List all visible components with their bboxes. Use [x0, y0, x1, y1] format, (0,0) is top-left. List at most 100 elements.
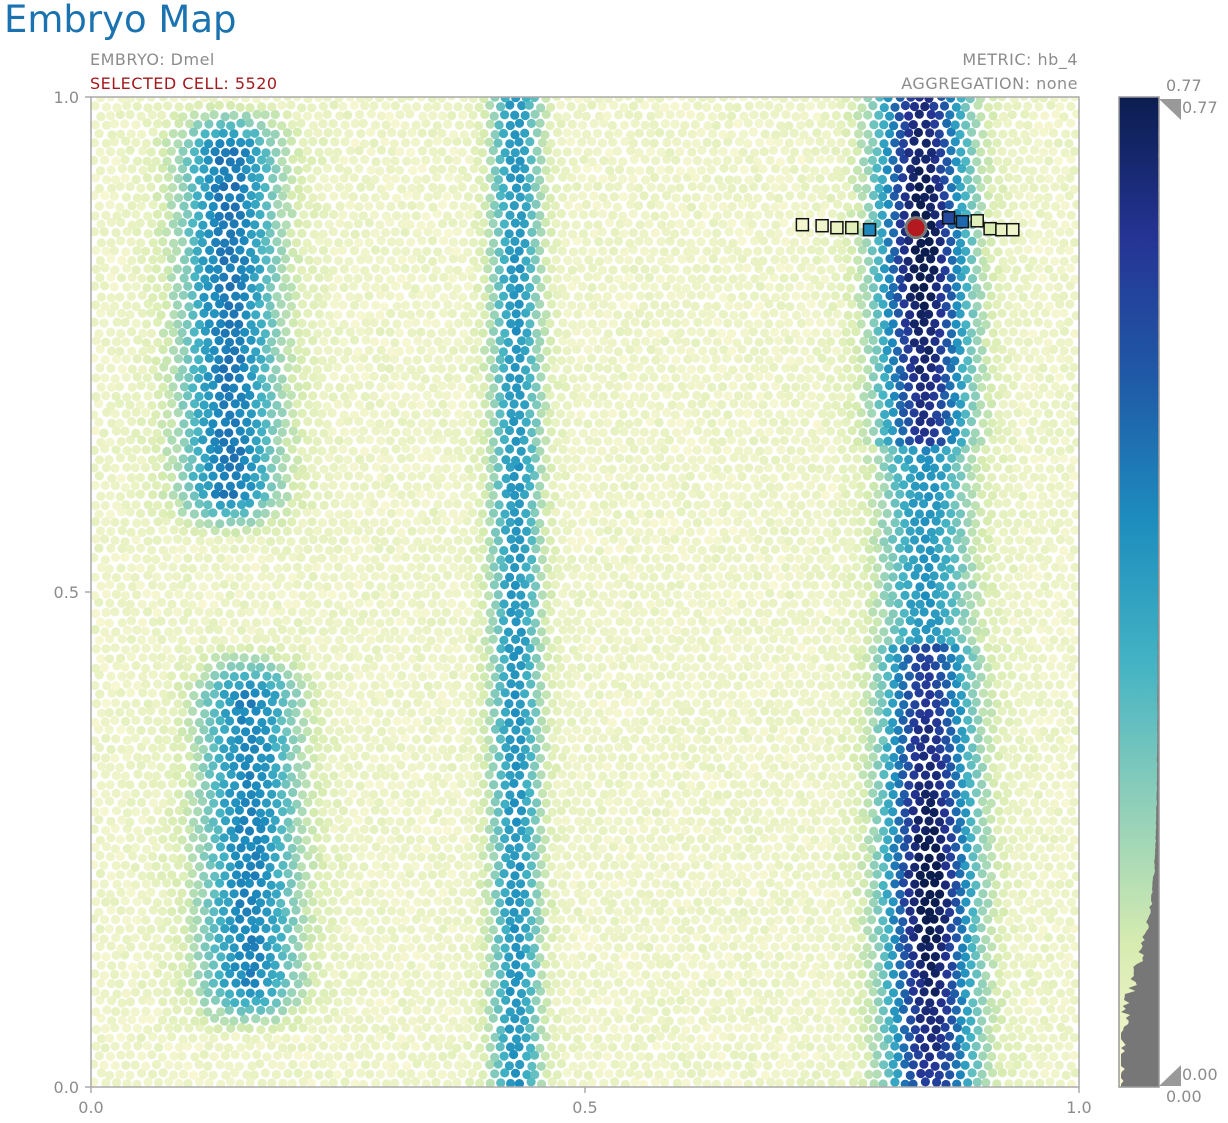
cell-point[interactable]: [281, 943, 291, 953]
cell-point[interactable]: [955, 1050, 965, 1060]
cell-point[interactable]: [966, 670, 976, 681]
cell-point[interactable]: [101, 607, 111, 618]
cell-point[interactable]: [537, 788, 548, 799]
cell-point[interactable]: [702, 1041, 712, 1052]
cell-point[interactable]: [213, 825, 223, 835]
cell-point[interactable]: [785, 987, 795, 998]
cell-point[interactable]: [921, 1006, 931, 1016]
cell-point[interactable]: [775, 644, 785, 654]
cell-point[interactable]: [598, 733, 608, 743]
cell-point[interactable]: [890, 663, 900, 673]
cell-point[interactable]: [630, 932, 640, 942]
cell-point[interactable]: [184, 843, 194, 853]
cell-point[interactable]: [536, 807, 546, 818]
cell-point[interactable]: [1066, 933, 1076, 943]
cell-point[interactable]: [841, 653, 851, 663]
cell-point[interactable]: [293, 1015, 303, 1025]
cell-point[interactable]: [991, 625, 1001, 635]
cell-point[interactable]: [760, 925, 770, 935]
cell-point[interactable]: [137, 890, 147, 900]
cell-point[interactable]: [771, 654, 781, 664]
cell-point[interactable]: [412, 1005, 422, 1016]
cell-point[interactable]: [421, 898, 431, 908]
cell-point[interactable]: [323, 995, 333, 1006]
cell-point[interactable]: [141, 1006, 151, 1017]
cell-point[interactable]: [504, 699, 514, 709]
cell-point[interactable]: [764, 661, 774, 671]
cell-point[interactable]: [340, 734, 350, 744]
cell-point[interactable]: [1034, 898, 1044, 908]
cell-point[interactable]: [209, 907, 219, 917]
cell-point[interactable]: [452, 644, 462, 654]
cell-point[interactable]: [589, 1041, 600, 1051]
cell-point[interactable]: [752, 1059, 763, 1069]
cell-point[interactable]: [520, 816, 530, 827]
cell-point[interactable]: [657, 1015, 667, 1026]
cell-point[interactable]: [355, 724, 365, 735]
cell-point[interactable]: [255, 989, 265, 999]
cell-point[interactable]: [624, 942, 635, 952]
cell-point[interactable]: [1060, 616, 1070, 626]
cell-point[interactable]: [946, 995, 956, 1006]
cell-point[interactable]: [291, 688, 301, 698]
cell-point[interactable]: [542, 979, 552, 989]
cell-point[interactable]: [263, 1032, 273, 1042]
cell-point[interactable]: [364, 654, 374, 664]
cell-point[interactable]: [801, 943, 811, 953]
cell-point[interactable]: [785, 716, 795, 726]
cell-point[interactable]: [913, 725, 923, 735]
cell-point[interactable]: [515, 950, 525, 960]
cell-point[interactable]: [318, 860, 328, 871]
cell-point[interactable]: [551, 1050, 561, 1060]
cell-point[interactable]: [96, 888, 106, 899]
cell-point[interactable]: [716, 907, 726, 918]
cell-point[interactable]: [890, 772, 900, 782]
cell-point[interactable]: [224, 989, 235, 999]
cell-point[interactable]: [510, 1068, 521, 1078]
cell-point[interactable]: [712, 1041, 722, 1052]
cell-point[interactable]: [402, 987, 413, 997]
cell-point[interactable]: [491, 889, 501, 900]
cell-point[interactable]: [577, 1005, 588, 1015]
cell-point[interactable]: [779, 726, 789, 736]
cell-point[interactable]: [288, 916, 298, 926]
cell-point[interactable]: [199, 997, 210, 1007]
cell-point[interactable]: [161, 862, 171, 872]
cell-point[interactable]: [115, 925, 125, 935]
cell-point[interactable]: [769, 763, 779, 773]
cell-point[interactable]: [467, 887, 477, 898]
cell-point[interactable]: [439, 817, 449, 827]
cell-point[interactable]: [345, 634, 355, 644]
cell-point[interactable]: [719, 941, 729, 952]
cell-point[interactable]: [91, 717, 100, 727]
cell-point[interactable]: [879, 933, 889, 943]
cell-point[interactable]: [183, 861, 193, 872]
cell-point[interactable]: [255, 1059, 265, 1069]
cell-point[interactable]: [747, 707, 758, 718]
cell-point[interactable]: [1034, 733, 1044, 743]
cell-point[interactable]: [879, 769, 889, 780]
cell-point[interactable]: [244, 643, 255, 653]
cell-point[interactable]: [841, 996, 851, 1006]
cell-point[interactable]: [966, 724, 977, 734]
cell-point[interactable]: [780, 870, 790, 880]
cell-point[interactable]: [416, 907, 426, 918]
cell-point[interactable]: [506, 880, 516, 890]
cell-point[interactable]: [785, 824, 795, 835]
cell-point[interactable]: [557, 1079, 567, 1088]
cell-point[interactable]: [636, 941, 646, 951]
cell-point[interactable]: [723, 1023, 734, 1033]
cell-point[interactable]: [930, 968, 940, 978]
cell-point[interactable]: [1054, 698, 1064, 708]
cell-point[interactable]: [676, 742, 686, 752]
cell-point[interactable]: [910, 735, 920, 745]
cell-point[interactable]: [796, 862, 807, 872]
cell-point[interactable]: [1070, 706, 1080, 716]
cell-point[interactable]: [375, 978, 385, 988]
cell-point[interactable]: [333, 1051, 343, 1061]
cell-point[interactable]: [283, 1068, 293, 1079]
cell-point[interactable]: [179, 671, 189, 681]
cell-point[interactable]: [183, 607, 193, 618]
cell-point[interactable]: [1028, 1033, 1039, 1043]
cell-point[interactable]: [318, 787, 328, 797]
